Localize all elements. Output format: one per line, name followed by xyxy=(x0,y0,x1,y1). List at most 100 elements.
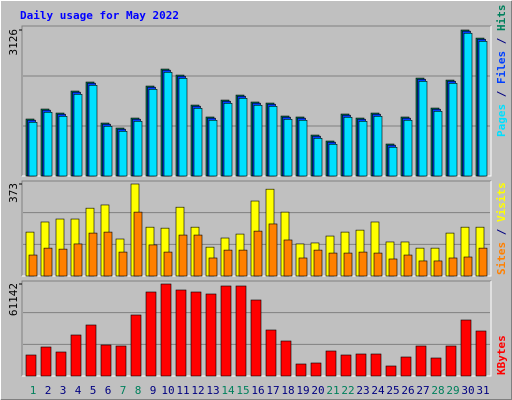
bar xyxy=(448,83,458,177)
x-tick-label: 17 xyxy=(266,384,279,397)
bar xyxy=(130,314,142,377)
bar xyxy=(118,131,128,177)
bar xyxy=(358,121,368,177)
bar xyxy=(118,251,128,277)
bar xyxy=(298,119,308,177)
x-tick-label: 16 xyxy=(251,384,264,397)
bar xyxy=(58,248,68,277)
x-tick-label: 21 xyxy=(326,384,339,397)
bar xyxy=(385,365,397,377)
chart-title: Daily usage for May 2022 xyxy=(20,9,179,22)
x-tick-label: 28 xyxy=(431,384,444,397)
x-tick-label: 13 xyxy=(206,384,219,397)
bar xyxy=(265,329,277,377)
bar xyxy=(55,351,67,377)
y-tick-label: 373 xyxy=(7,183,20,203)
bar xyxy=(460,319,472,377)
bar xyxy=(373,252,383,277)
bar xyxy=(433,260,443,277)
bar xyxy=(355,353,367,377)
bar xyxy=(148,244,158,277)
bar xyxy=(340,354,352,377)
bar xyxy=(388,258,398,277)
bar xyxy=(325,350,337,377)
bar xyxy=(193,234,203,277)
bar xyxy=(400,356,412,377)
bar xyxy=(463,256,473,277)
bar xyxy=(178,78,188,177)
x-tick-label: 1 xyxy=(30,384,37,397)
bar xyxy=(358,251,368,277)
x-tick-label: 20 xyxy=(311,384,324,397)
legend-entry: KBytes xyxy=(495,335,508,375)
x-tick-label: 8 xyxy=(135,384,142,397)
bar xyxy=(43,247,53,277)
panel-bevel-dark xyxy=(21,25,491,176)
bar xyxy=(388,146,398,177)
bar xyxy=(433,111,443,177)
bar xyxy=(220,285,232,377)
bar xyxy=(403,119,413,177)
bar xyxy=(235,285,247,377)
bar xyxy=(148,89,158,177)
bar xyxy=(418,260,428,277)
x-tick-label: 23 xyxy=(356,384,369,397)
bar xyxy=(448,257,458,277)
x-tick-label: 29 xyxy=(446,384,459,397)
x-tick-label: 24 xyxy=(371,384,385,397)
y-tick-label: 61142 xyxy=(7,283,20,316)
x-tick-label: 25 xyxy=(386,384,399,397)
bar xyxy=(88,84,98,177)
bar xyxy=(100,344,112,377)
legend-entry: Hits xyxy=(495,5,508,32)
bar xyxy=(283,119,293,177)
bar xyxy=(403,254,413,277)
bar xyxy=(313,249,323,277)
bar xyxy=(145,291,157,377)
x-tick-label: 27 xyxy=(416,384,429,397)
x-tick-label: 30 xyxy=(461,384,474,397)
bar xyxy=(268,106,278,177)
bar xyxy=(40,346,52,377)
bar xyxy=(193,108,203,177)
bar xyxy=(343,116,353,177)
bar xyxy=(295,363,307,377)
bar xyxy=(28,121,38,177)
bar xyxy=(250,299,262,377)
bar xyxy=(85,324,97,377)
bar xyxy=(133,121,143,177)
x-tick-label: 14 xyxy=(221,384,235,397)
bar xyxy=(253,230,263,277)
x-tick-label: 18 xyxy=(281,384,294,397)
bar xyxy=(475,330,487,377)
bar xyxy=(478,41,488,177)
bar xyxy=(208,257,218,277)
bar xyxy=(163,72,173,177)
bar xyxy=(313,138,323,177)
legend-separator: / xyxy=(495,222,508,242)
x-tick-label: 26 xyxy=(401,384,414,397)
bar xyxy=(205,293,217,377)
x-tick-label: 5 xyxy=(90,384,97,397)
bar xyxy=(73,243,83,277)
x-tick-label: 12 xyxy=(191,384,204,397)
bar xyxy=(163,251,173,277)
bar xyxy=(208,119,218,177)
x-tick-label: 10 xyxy=(161,384,174,397)
legend-entry: Files xyxy=(495,51,508,84)
bar xyxy=(463,32,473,177)
bar xyxy=(328,143,338,177)
bar xyxy=(283,239,293,277)
x-tick-label: 11 xyxy=(176,384,189,397)
bar xyxy=(223,103,233,177)
x-tick-label: 6 xyxy=(105,384,112,397)
bar xyxy=(103,231,113,277)
x-tick-label: 7 xyxy=(120,384,127,397)
bar xyxy=(175,289,187,377)
legend: KBytes xyxy=(495,335,508,375)
bar xyxy=(115,345,127,377)
bar xyxy=(418,81,428,177)
x-tick-label: 22 xyxy=(341,384,354,397)
legend-entry: Sites xyxy=(495,242,508,275)
